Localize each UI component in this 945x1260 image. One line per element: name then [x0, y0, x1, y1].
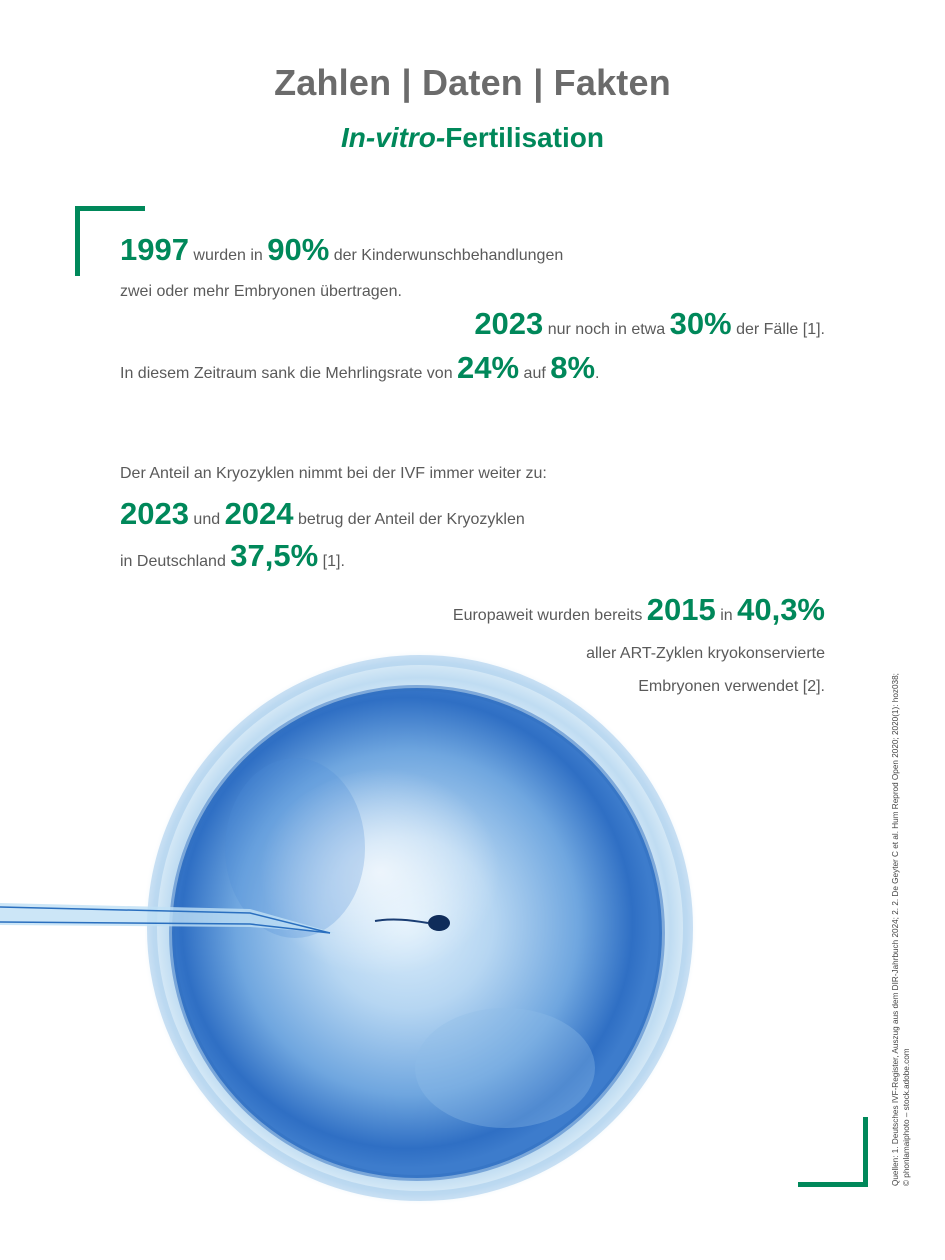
corner-bracket-bottom-right	[798, 1117, 868, 1187]
text: auf	[519, 365, 551, 382]
stat-year-1997: 1997	[120, 232, 189, 267]
subtitle-rest: Fertilisation	[445, 122, 604, 153]
stat-pct-30: 30%	[669, 306, 732, 341]
block1-line1: 1997 wurden in 90% der Kinderwunschbehan…	[120, 232, 563, 268]
text: Europaweit wurden bereits	[452, 607, 647, 624]
stat-pct-37-5: 37,5%	[230, 538, 319, 573]
block3-line3: Embryonen verwendet [2].	[638, 678, 825, 695]
stat-pct-24: 24%	[457, 350, 520, 385]
text: .	[595, 365, 600, 382]
stat-year-2024: 2024	[224, 496, 294, 531]
block1-line2: zwei oder mehr Embryonen übertragen.	[120, 283, 402, 300]
subtitle-italic: In-vitro-	[341, 122, 446, 153]
stat-year-2023-b: 2023	[120, 496, 189, 531]
sources-credit: Quellen: 1. Deutsches IVF-Register, Ausz…	[890, 673, 912, 1186]
pipette-icon	[0, 903, 335, 934]
block2-line3: in Deutschland 37,5% [1].	[120, 538, 345, 574]
block1-line4: In diesem Zeitraum sank die Mehrlingsrat…	[120, 350, 600, 386]
sources-line: Quellen: 1. Deutsches IVF-Register, Ausz…	[891, 673, 900, 1186]
page-title: Zahlen | Daten | Fakten	[274, 62, 671, 103]
block2-line2: 2023 und 2024 betrug der Anteil der Kryo…	[120, 496, 525, 532]
text: nur noch in etwa	[543, 321, 670, 338]
text: der Kinderwunschbehandlungen	[329, 247, 564, 264]
block1-line3: 2023 nur noch in etwa 30% der Fälle [1].	[474, 306, 825, 342]
stat-year-2015: 2015	[646, 592, 716, 627]
text: wurden in	[188, 247, 268, 264]
text: in	[715, 607, 738, 624]
text: In diesem Zeitraum sank die Mehrlingsrat…	[120, 365, 458, 382]
stat-pct-8: 8%	[550, 350, 596, 385]
text: der Fälle [1].	[731, 321, 825, 338]
stat-pct-40-3: 40,3%	[737, 592, 825, 627]
text: [1].	[318, 553, 345, 570]
block3-line2: aller ART-Zyklen kryokonservierte	[586, 645, 825, 662]
page-subtitle: In-vitro-Fertilisation	[0, 122, 945, 154]
text: in Deutschland	[120, 553, 231, 570]
block3-line1: Europaweit wurden bereits 2015 in 40,3%	[453, 592, 825, 628]
photo-credit-line: © phonlamaiphoto – stock.adobe.com	[902, 1048, 911, 1186]
corner-bracket-top-left	[75, 206, 145, 276]
block2-intro: Der Anteil an Kryozyklen nimmt bei der I…	[120, 465, 547, 482]
text: betrug der Anteil der Kryozyklen	[293, 511, 525, 528]
text: und	[188, 511, 225, 528]
stat-pct-90: 90%	[267, 232, 330, 267]
stat-year-2023: 2023	[474, 306, 544, 341]
egg-cell-injection-illustration	[145, 650, 698, 1206]
